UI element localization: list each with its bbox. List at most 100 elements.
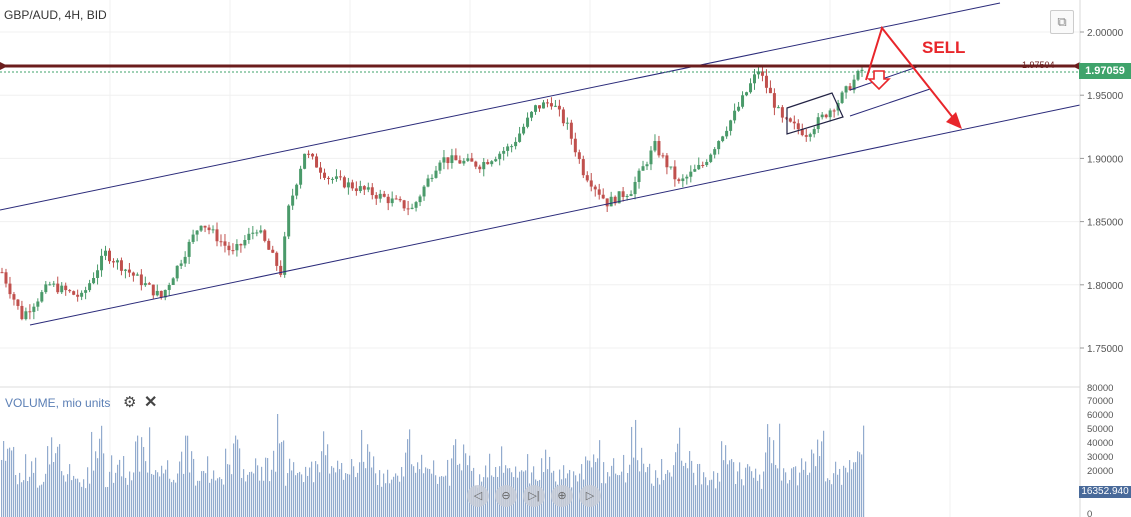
price-tick-label: 1.95000 [1087,91,1124,102]
candle-body [545,102,549,104]
volume-bar [349,474,351,517]
reset-icon[interactable]: ▷| [523,485,545,507]
candle-body [820,114,824,118]
volume-bar [647,467,649,517]
candle-body [780,107,784,118]
candle-body [12,294,16,300]
candle-body [338,176,342,178]
volume-bar [251,471,253,517]
volume-bar [367,444,369,517]
candle-body [24,311,28,320]
candle-body [127,269,131,273]
volume-bar [723,460,725,517]
zoom-in-icon[interactable]: ⊕ [551,485,573,507]
volume-bar [97,458,99,517]
candle-body [275,252,279,266]
candle-body [175,265,179,279]
level-left-arrow [0,62,8,70]
candle-body [788,118,792,122]
volume-bar [293,462,295,517]
candle-body [553,105,557,107]
candle-body [295,184,299,196]
candle-body [135,274,139,276]
volume-bar [761,488,763,517]
volume-bar [393,476,395,517]
volume-bar [573,471,575,517]
volume-bar [715,488,717,517]
volume-bar [109,471,111,517]
candle-body [458,160,462,164]
gear-icon[interactable]: ⚙ [123,394,137,411]
volume-bar [429,469,431,517]
volume-bar [549,456,551,517]
candle-body [60,285,64,293]
volume-bar [57,446,59,517]
volume-bar [103,453,105,517]
volume-bar [291,470,293,517]
candle-body [510,146,514,148]
volume-bar [13,446,15,517]
candle-body [88,283,92,291]
volume-bar [17,484,19,517]
candle-body [227,245,231,251]
flag-upper-extension [849,65,921,91]
zoom-out-icon[interactable]: ⊖ [495,485,517,507]
candle-body [406,208,410,210]
candle-body [645,164,649,167]
volume-bar [637,460,639,517]
candle-body [390,198,394,204]
candle-body [848,86,852,91]
volume-bar [625,482,627,517]
candle-body [163,289,167,298]
candle-body [721,136,725,142]
candle-body [764,75,768,88]
volume-bar [845,467,847,517]
volume-bar [783,468,785,517]
volume-bar [755,468,757,517]
candle-body [824,114,828,118]
volume-bar [169,478,171,517]
volume-bar [285,485,287,517]
price-tick-label: 1.75000 [1087,344,1124,355]
volume-bar [409,429,411,517]
volume-bar [271,469,273,517]
volume-bar [181,451,183,517]
volume-bar [517,477,519,517]
volume-bar [5,460,7,517]
volume-bar [379,470,381,517]
volume-bar [371,467,373,517]
popout-icon[interactable]: ⧉ [1050,10,1074,34]
volume-bar [189,472,191,517]
volume-bar [265,457,267,517]
volume-bar [211,478,213,517]
volume-bar [823,430,825,517]
volume-bar [741,479,743,517]
candle-body [151,284,155,296]
volume-bar [149,427,151,517]
candle-body [84,290,88,293]
volume-bar [373,456,375,517]
scroll-left-icon[interactable]: ◁ [467,485,489,507]
candle-body [478,166,482,170]
scroll-right-icon[interactable]: ▷ [579,485,601,507]
candle-body [530,111,534,118]
candle-body [677,179,681,182]
volume-bar [571,487,573,517]
volume-bar [747,464,749,517]
volume-bar [391,479,393,517]
volume-bar [415,472,417,517]
volume-bar [133,472,135,517]
volume-bar [861,454,863,517]
volume-bar [117,464,119,517]
volume-bar [137,435,139,517]
channel-upper-line [0,2,1001,211]
candle-body [709,154,713,162]
volume-bar [115,472,117,517]
volume-bar [459,463,461,517]
candle-body [498,153,502,160]
volume-bar [701,484,703,517]
volume-bar [763,471,765,517]
candle-body [784,117,788,119]
candle-body [92,277,96,284]
close-icon[interactable]: ✕ [144,394,158,411]
